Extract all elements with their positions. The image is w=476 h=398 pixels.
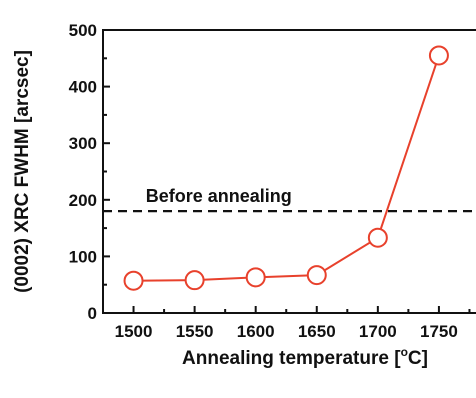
x-axis-title-main: Annealing temperature [ — [182, 348, 401, 369]
data-point — [245, 267, 266, 288]
data-point — [123, 270, 144, 291]
x-tick-label: 1550 — [176, 322, 214, 341]
data-point — [367, 227, 388, 248]
x-tick-label: 1500 — [115, 322, 153, 341]
x-axis-title: Annealing temperature [oC] — [182, 345, 428, 369]
y-axis-title: (0002) XRC FWHM [arcsec] — [12, 50, 33, 293]
y-tick-label: 500 — [69, 21, 97, 40]
x-tick-label: 1600 — [237, 322, 275, 341]
x-tick-label: 1750 — [420, 322, 458, 341]
series-line — [133, 55, 440, 282]
x-axis: 1500 1550 1600 1650 1700 1750 — [102, 306, 471, 341]
data-point — [428, 45, 449, 66]
reference-line-group: Before annealing — [103, 186, 476, 213]
data-point — [306, 265, 327, 286]
y-tick-label: 300 — [69, 134, 97, 153]
x-tick-label: 1700 — [359, 322, 397, 341]
x-axis-title-unit: C] — [408, 348, 428, 369]
plot-frame — [102, 29, 476, 314]
plot-area — [102, 29, 476, 314]
x-tick-label: 1650 — [298, 322, 336, 341]
y-tick-label: 400 — [69, 78, 97, 97]
y-tick-label: 0 — [88, 304, 97, 323]
x-axis-title-degree: o — [401, 345, 408, 359]
y-axis: 0 100 200 300 400 500 — [69, 21, 110, 323]
reference-line-label: Before annealing — [146, 186, 292, 206]
y-tick-label: 100 — [69, 247, 97, 266]
data-point — [184, 270, 205, 291]
series-group — [123, 45, 449, 291]
y-tick-label: 200 — [69, 191, 97, 210]
